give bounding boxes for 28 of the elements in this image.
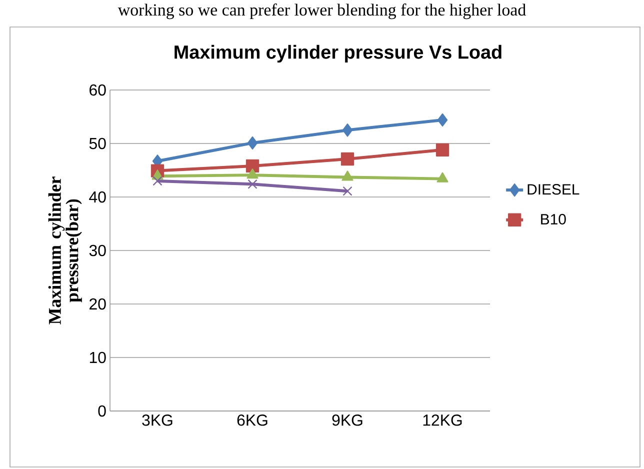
y-tick-label: 30	[89, 244, 106, 256]
text: working so we can prefer lower blending for the higher load	[118, 4, 526, 20]
x-tick-label: 9KG	[332, 414, 362, 426]
point	[342, 186, 352, 196]
point	[340, 152, 354, 166]
legend-label: DIESEL	[528, 184, 580, 195]
x-tick-label: 3KG	[142, 414, 172, 426]
y-tick-label: 40	[89, 191, 106, 203]
point	[152, 176, 162, 186]
point	[246, 159, 260, 173]
chart-title: Maximum cylinder pressure Vs Load	[174, 44, 502, 63]
legend-label: B10	[541, 214, 566, 224]
y-tick-label: 60	[90, 84, 106, 96]
point	[342, 124, 353, 137]
x-tick-label: 6KG	[237, 414, 268, 426]
y-tick-label: 20	[90, 298, 106, 310]
y-tick-label: 10	[90, 352, 106, 364]
point	[436, 172, 448, 182]
y-tick-label: 50	[89, 138, 106, 150]
point	[247, 136, 258, 150]
point	[342, 170, 354, 181]
point	[436, 143, 450, 156]
y-axis-title: Maximum cylinder pressure(bar)	[48, 176, 82, 324]
point	[437, 113, 448, 127]
point	[248, 179, 258, 189]
y-tick-label: 0	[98, 405, 106, 417]
point	[246, 168, 258, 179]
x-tick-label: 12KG	[423, 414, 462, 426]
